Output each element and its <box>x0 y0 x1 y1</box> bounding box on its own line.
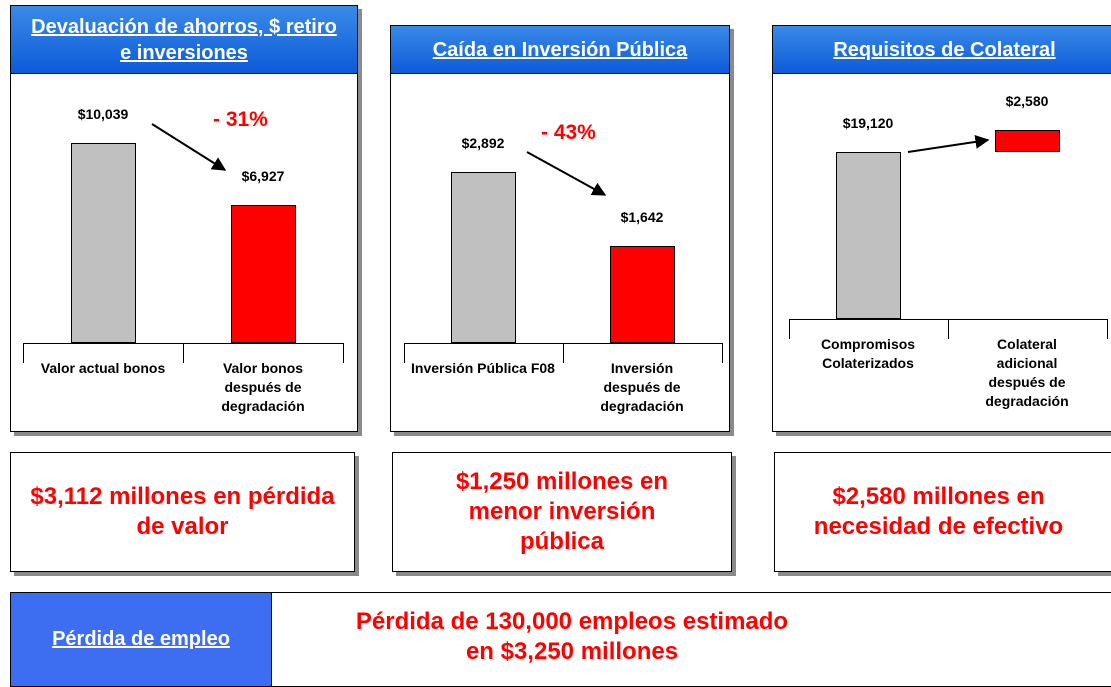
axis-divider <box>947 319 949 339</box>
bar <box>450 172 516 343</box>
bar <box>835 152 901 319</box>
value-label: $19,120 <box>842 115 894 132</box>
chart-panel: Devaluación de ahorros, $ retiro e inver… <box>10 5 358 432</box>
x-tick-label: Valor bonos después de degradación <box>221 360 305 414</box>
summary: $1,250 millones en menor inversión públi… <box>392 452 732 572</box>
axis-divider <box>183 343 184 363</box>
bar <box>994 130 1060 153</box>
arrow <box>526 151 607 196</box>
axis-divider <box>788 319 790 339</box>
axis-divider <box>23 343 24 363</box>
value-label: $6,927 <box>241 167 285 184</box>
x-tick-label: Compromisos Colaterizados <box>820 336 916 371</box>
axis-divider <box>562 343 564 363</box>
arrow <box>151 123 227 171</box>
x-tick-label: Inversión Pública F08 <box>411 360 555 376</box>
value-label: $2,580 <box>1005 93 1049 109</box>
chart-panel: Caída en Inversión Pública $2,892 Inversi… <box>390 25 730 432</box>
axis-divider <box>721 343 723 363</box>
axis-divider <box>343 343 344 363</box>
x-tick-label: Inversión después de degradación <box>600 360 684 414</box>
chart-title: Caída en Inversión Pública <box>391 26 729 74</box>
value-label: $2,892 <box>461 135 505 151</box>
value-label: $10,039 <box>77 106 129 122</box>
x-tick-label: Valor actual bonos <box>40 360 166 376</box>
summary: $2,580 millones en necesidad de efectivo <box>774 452 1111 572</box>
arrow <box>907 134 990 153</box>
arrows <box>151 123 990 196</box>
annotation: - 31% <box>213 108 268 131</box>
summary: $3,112 millones en pérdida de valor <box>10 452 355 572</box>
chart-title: Requisitos de Colateral <box>773 26 1111 74</box>
axis-divider <box>1106 319 1108 339</box>
value-label: $1,642 <box>620 208 664 225</box>
chart-title: Devaluación de ahorros, $ retiro e inver… <box>11 6 357 74</box>
axis-divider <box>403 343 405 363</box>
footer-box: Pérdida de 130,000 empleos estimado en $… <box>271 592 1111 687</box>
chart-panel: Requisitos de Colateral $19,120 Compromis… <box>772 25 1111 432</box>
bar <box>609 245 675 343</box>
footer-text: Pérdida de 130,000 empleos estimado en $… <box>355 608 789 665</box>
bar <box>230 204 296 343</box>
annotation: - 43% <box>541 121 596 144</box>
footer-label: Pérdida de empleo <box>10 592 272 687</box>
bar <box>70 143 136 343</box>
x-tick-label: Colateral adicional después de degradaci… <box>985 336 1069 409</box>
